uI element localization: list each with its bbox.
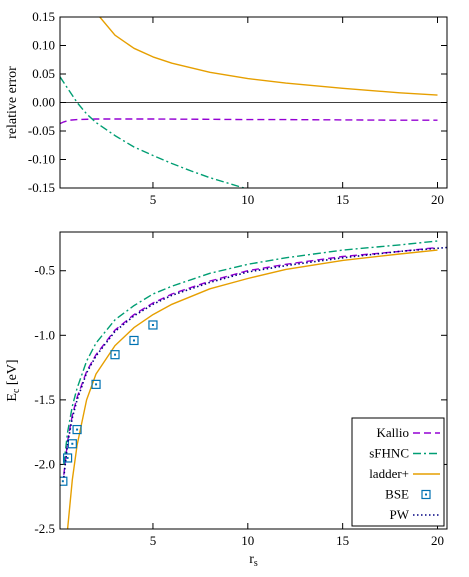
y-label-subscript: c [11, 388, 22, 393]
legend-marker-bse [421, 489, 431, 500]
y-tick-label: 0.10 [32, 38, 55, 53]
bottom-x-axis-label: rs [249, 552, 258, 569]
bse-point [60, 476, 68, 486]
bse-point-center [151, 323, 154, 326]
top-axes-layer: 5 10 15 20 0.15 0.10 0.05 0.00 -0.05 -0.10 -0.15 [28, 9, 447, 207]
bse-point [110, 350, 120, 360]
y-label-unit: [eV] [5, 359, 20, 388]
bse-point-center [132, 339, 135, 342]
y-tick-label: -0.5 [34, 263, 55, 278]
x-tick-label: 20 [431, 192, 444, 207]
x-label-main: r [249, 552, 254, 567]
top-y-axis-label: relative error [5, 66, 20, 139]
ladder-line [99, 17, 438, 96]
bse-point [62, 453, 73, 463]
x-label-subscript: s [254, 558, 258, 569]
y-tick-label: -0.05 [28, 123, 55, 138]
bse-point-center [76, 428, 79, 431]
y-tick-label: -1.5 [34, 392, 55, 407]
x-tick-label: 15 [336, 192, 349, 207]
bse-point [148, 320, 158, 330]
y-tick-label: -2.0 [34, 456, 55, 471]
legend-label-bse: BSE [385, 487, 409, 502]
legend-label-ladder: ladder+ [369, 466, 409, 481]
x-tick-label: 5 [150, 533, 157, 548]
bse-point-center [71, 442, 74, 445]
legend-label-kallio: Kallio [377, 425, 410, 440]
bottom-plot-frame [59, 231, 448, 530]
bse-point [67, 439, 77, 449]
bse-point [129, 335, 139, 346]
legend-box [351, 417, 445, 527]
x-tick-label: 10 [241, 192, 254, 207]
top-panel: 5 10 15 20 0.15 0.10 0.05 0.00 -0.05 -0.10 -0.15 r… [5, 9, 448, 207]
kallio-line [63, 246, 438, 475]
sfhnc-line [63, 240, 438, 465]
bse-point-center [114, 353, 117, 356]
bse-point-center [61, 480, 64, 483]
bottom-axes-layer: 5 10 15 20 -0.5 -1.0 -1.5 -2.0 -2.5 [34, 232, 447, 548]
y-tick-label: -0.10 [28, 152, 55, 167]
bottom-y-axis-label: Ec [eV] [5, 359, 22, 401]
bottom-series-layer [60, 240, 447, 529]
bse-point-center [95, 383, 98, 386]
legend-marker-bse-center [425, 493, 427, 496]
pw-line [63, 246, 447, 478]
kallio-line [60, 118, 438, 125]
x-tick-label: 15 [336, 533, 349, 548]
y-label-main: E [5, 393, 20, 402]
bse-point [91, 379, 101, 389]
top-series-layer [60, 17, 438, 188]
x-tick-label: 20 [431, 533, 444, 548]
y-tick-label: 0.15 [32, 9, 55, 24]
y-tick-label: -0.15 [28, 180, 55, 195]
legend-label-pw: PW [390, 507, 410, 522]
bse-point-center [66, 456, 69, 459]
y-tick-label: 0.05 [32, 66, 55, 81]
sfhnc-line [60, 76, 245, 188]
legend: Kallio sFHNC ladder+ BSE PW [351, 417, 445, 527]
ladder-line [66, 249, 438, 529]
bottom-panel: 5 10 15 20 -0.5 -1.0 -1.5 -2.0 -2.5 Ec [eV] rs K… [5, 231, 448, 569]
y-tick-label: -1.0 [34, 327, 55, 342]
y-tick-label: -2.5 [34, 521, 55, 536]
x-tick-label: 5 [150, 192, 157, 207]
y-tick-label: 0.00 [32, 95, 55, 110]
legend-label-sfhnc: sFHNC [369, 446, 409, 461]
x-tick-label: 10 [241, 533, 254, 548]
bse-point [72, 424, 82, 435]
top-plot-frame [59, 16, 448, 189]
